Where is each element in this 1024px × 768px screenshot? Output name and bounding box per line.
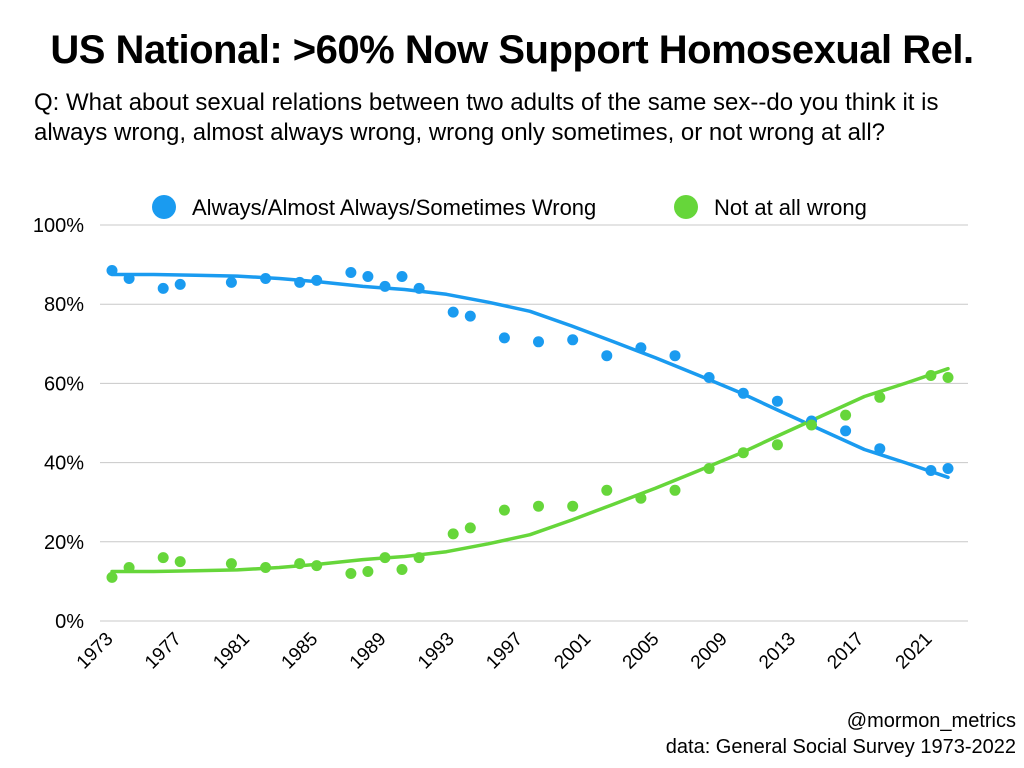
data-point-wrong xyxy=(601,350,613,362)
data-point-wrong xyxy=(703,372,715,383)
x-tick-label: 2005 xyxy=(619,629,664,674)
data-point-not-wrong xyxy=(311,560,323,572)
data-point-wrong xyxy=(942,463,954,474)
data-point-wrong xyxy=(294,276,306,288)
x-tick-label: 1985 xyxy=(278,629,323,674)
data-point-not-wrong xyxy=(106,571,118,583)
data-point-not-wrong xyxy=(806,419,817,431)
legend-marker xyxy=(674,195,698,219)
data-point-wrong xyxy=(635,342,647,354)
legend-marker xyxy=(152,195,176,219)
data-point-wrong xyxy=(311,274,323,286)
data-point-not-wrong xyxy=(260,562,272,573)
data-point-not-wrong xyxy=(703,463,715,474)
data-point-wrong xyxy=(567,334,579,346)
data-source: data: General Social Survey 1973-2022 xyxy=(665,736,1016,758)
data-point-wrong xyxy=(533,336,544,348)
data-point-wrong xyxy=(225,276,237,288)
data-point-wrong xyxy=(345,267,357,278)
data-point-not-wrong xyxy=(925,370,937,381)
data-point-wrong xyxy=(413,282,425,294)
x-tick-label: 1989 xyxy=(346,629,391,674)
data-point-wrong xyxy=(260,273,272,284)
y-tick-label: 20% xyxy=(44,532,84,554)
data-point-not-wrong xyxy=(362,566,374,577)
trend-line-wrong xyxy=(110,272,950,480)
data-point-wrong xyxy=(840,425,852,437)
data-point-not-wrong xyxy=(771,439,783,451)
data-point-wrong xyxy=(447,306,459,318)
data-point-not-wrong xyxy=(840,409,852,421)
y-tick-label: 0% xyxy=(55,611,84,633)
x-tick-label: 2017 xyxy=(823,629,868,674)
x-axis: 1973 1977 1981 1985 1989 1993 1997 2001 2005 2009… xyxy=(73,629,937,674)
data-point-not-wrong xyxy=(601,484,613,496)
x-tick-label: 2013 xyxy=(755,629,800,674)
author-handle: @mormon_metrics xyxy=(846,710,1016,732)
data-point-not-wrong xyxy=(294,558,306,570)
data-point-wrong xyxy=(771,395,783,407)
x-tick-label: 2001 xyxy=(551,629,596,674)
data-point-wrong xyxy=(106,265,118,276)
data-point-not-wrong xyxy=(123,562,135,573)
data-point-not-wrong xyxy=(874,391,886,403)
data-point-wrong xyxy=(362,271,374,282)
x-tick-label: 1977 xyxy=(141,629,186,674)
y-tick-label: 100% xyxy=(33,215,84,237)
x-tick-label: 2009 xyxy=(687,629,732,674)
x-tick-label: 1981 xyxy=(209,629,254,674)
legend-label: Always/Almost Always/Sometimes Wrong xyxy=(192,195,596,220)
data-point-not-wrong xyxy=(413,552,425,564)
data-point-not-wrong xyxy=(345,568,357,579)
data-points xyxy=(106,265,954,583)
data-point-wrong xyxy=(157,282,169,294)
data-point-not-wrong xyxy=(447,528,459,540)
x-tick-label: 1973 xyxy=(73,629,118,674)
data-point-not-wrong xyxy=(225,558,237,570)
data-point-not-wrong xyxy=(635,492,647,504)
data-point-not-wrong xyxy=(396,564,408,575)
y-axis: 0% 20% 40% 60% 80% 100% xyxy=(33,215,84,633)
data-point-wrong xyxy=(123,273,135,284)
chart-title: US National: >60% Now Support Homosexual… xyxy=(50,28,974,72)
data-point-wrong xyxy=(737,387,749,399)
legend: Always/Almost Always/Sometimes Wrong Not … xyxy=(152,195,867,220)
x-tick-label: 1993 xyxy=(414,629,459,674)
data-point-wrong xyxy=(669,350,681,362)
data-point-not-wrong xyxy=(498,504,510,516)
x-tick-label: 1997 xyxy=(482,629,527,674)
data-point-not-wrong xyxy=(174,556,186,568)
data-point-not-wrong xyxy=(157,552,169,564)
y-tick-label: 60% xyxy=(44,373,84,395)
data-point-not-wrong xyxy=(379,552,391,564)
data-point-wrong xyxy=(396,271,408,282)
data-point-wrong xyxy=(379,280,391,292)
data-point-wrong xyxy=(464,310,476,322)
data-point-not-wrong xyxy=(669,484,681,496)
trend-line-not-wrong xyxy=(110,366,950,574)
data-point-wrong xyxy=(874,443,886,455)
data-point-wrong xyxy=(498,332,510,344)
x-tick-label: 2021 xyxy=(892,629,937,674)
data-point-not-wrong xyxy=(464,522,476,534)
legend-label: Not at all wrong xyxy=(714,195,867,220)
y-tick-label: 40% xyxy=(44,453,84,475)
y-tick-label: 80% xyxy=(44,294,84,316)
data-point-wrong xyxy=(174,278,186,290)
gridlines xyxy=(100,224,968,622)
data-point-not-wrong xyxy=(567,500,579,512)
trend-lines xyxy=(110,272,950,574)
data-point-not-wrong xyxy=(533,500,544,512)
data-point-wrong xyxy=(925,465,937,476)
data-point-not-wrong xyxy=(942,372,954,383)
survey-question: Q: What about sexual relations between t… xyxy=(34,89,939,146)
data-point-not-wrong xyxy=(737,447,749,459)
